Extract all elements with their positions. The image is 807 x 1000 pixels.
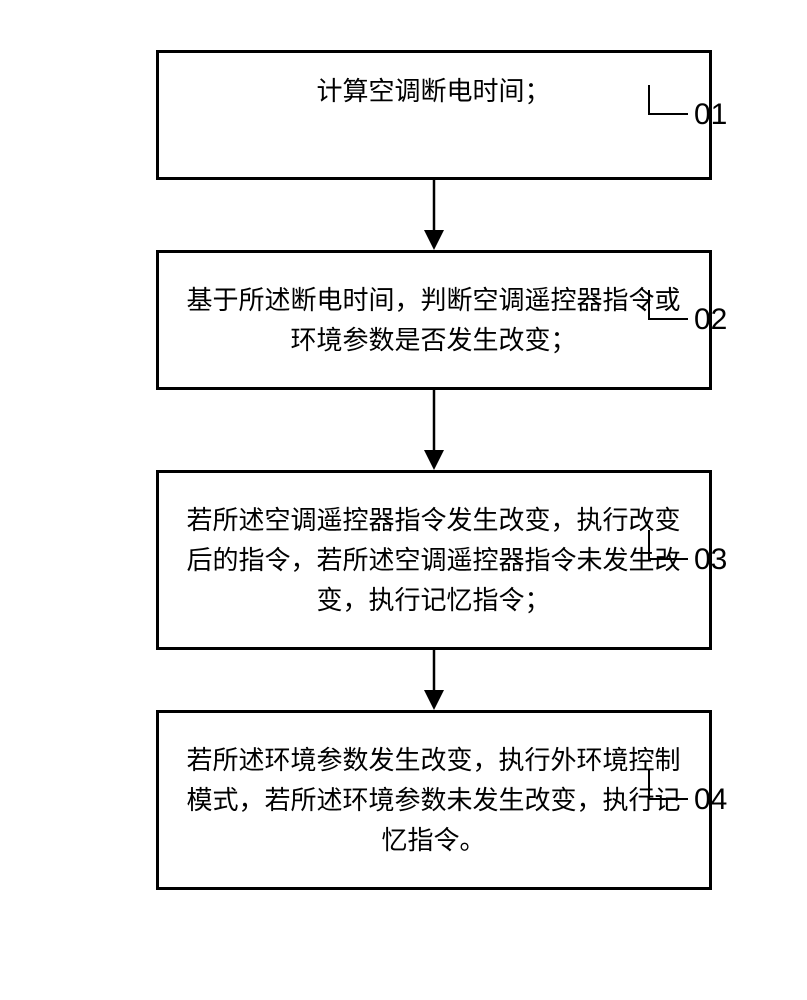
node-label-02: 02 [694,303,727,337]
flowchart-node-02: 基于所述断电时间，判断空调遥控器指令或环境参数是否发生改变； [156,250,712,390]
label-connector-04: 04 [648,783,727,817]
node-wrapper-02: 基于所述断电时间，判断空调遥控器指令或环境参数是否发生改变； 02 [0,250,807,390]
node-label-04: 04 [694,783,727,817]
label-connector-02: 02 [648,303,727,337]
arrow-03-04 [419,650,449,710]
node-wrapper-03: 若所述空调遥控器指令发生改变，执行改变后的指令，若所述空调遥控器指令未发生改变，… [0,470,807,650]
node-text-04: 若所述环境参数发生改变，执行外环境控制模式，若所述环境参数未发生改变，执行记忆指… [183,740,685,861]
node-wrapper-01: 计算空调断电时间； 01 [0,50,807,180]
label-connector-03: 03 [648,543,727,577]
arrow-02-03 [419,390,449,470]
flowchart-container: 计算空调断电时间； 01 基于所述断电时间，判断空调遥控器指令或环境参数是否发生… [0,50,807,890]
arrow-wrapper-01-02 [0,180,807,250]
label-hook-03 [648,530,688,560]
arrow-01-02 [419,180,449,250]
node-label-03: 03 [694,543,727,577]
node-text-03: 若所述空调遥控器指令发生改变，执行改变后的指令，若所述空调遥控器指令未发生改变，… [183,500,685,621]
flowchart-node-01: 计算空调断电时间； [156,50,712,180]
node-text-01: 计算空调断电时间； [316,71,550,111]
node-wrapper-04: 若所述环境参数发生改变，执行外环境控制模式，若所述环境参数未发生改变，执行记忆指… [0,710,807,890]
node-text-02: 基于所述断电时间，判断空调遥控器指令或环境参数是否发生改变； [183,280,685,361]
label-connector-01: 01 [648,98,727,132]
flowchart-node-03: 若所述空调遥控器指令发生改变，执行改变后的指令，若所述空调遥控器指令未发生改变，… [156,470,712,650]
arrow-wrapper-02-03 [0,390,807,470]
label-hook-01 [648,85,688,115]
label-hook-04 [648,770,688,800]
label-hook-02 [648,290,688,320]
flowchart-node-04: 若所述环境参数发生改变，执行外环境控制模式，若所述环境参数未发生改变，执行记忆指… [156,710,712,890]
arrow-wrapper-03-04 [0,650,807,710]
node-label-01: 01 [694,98,727,132]
